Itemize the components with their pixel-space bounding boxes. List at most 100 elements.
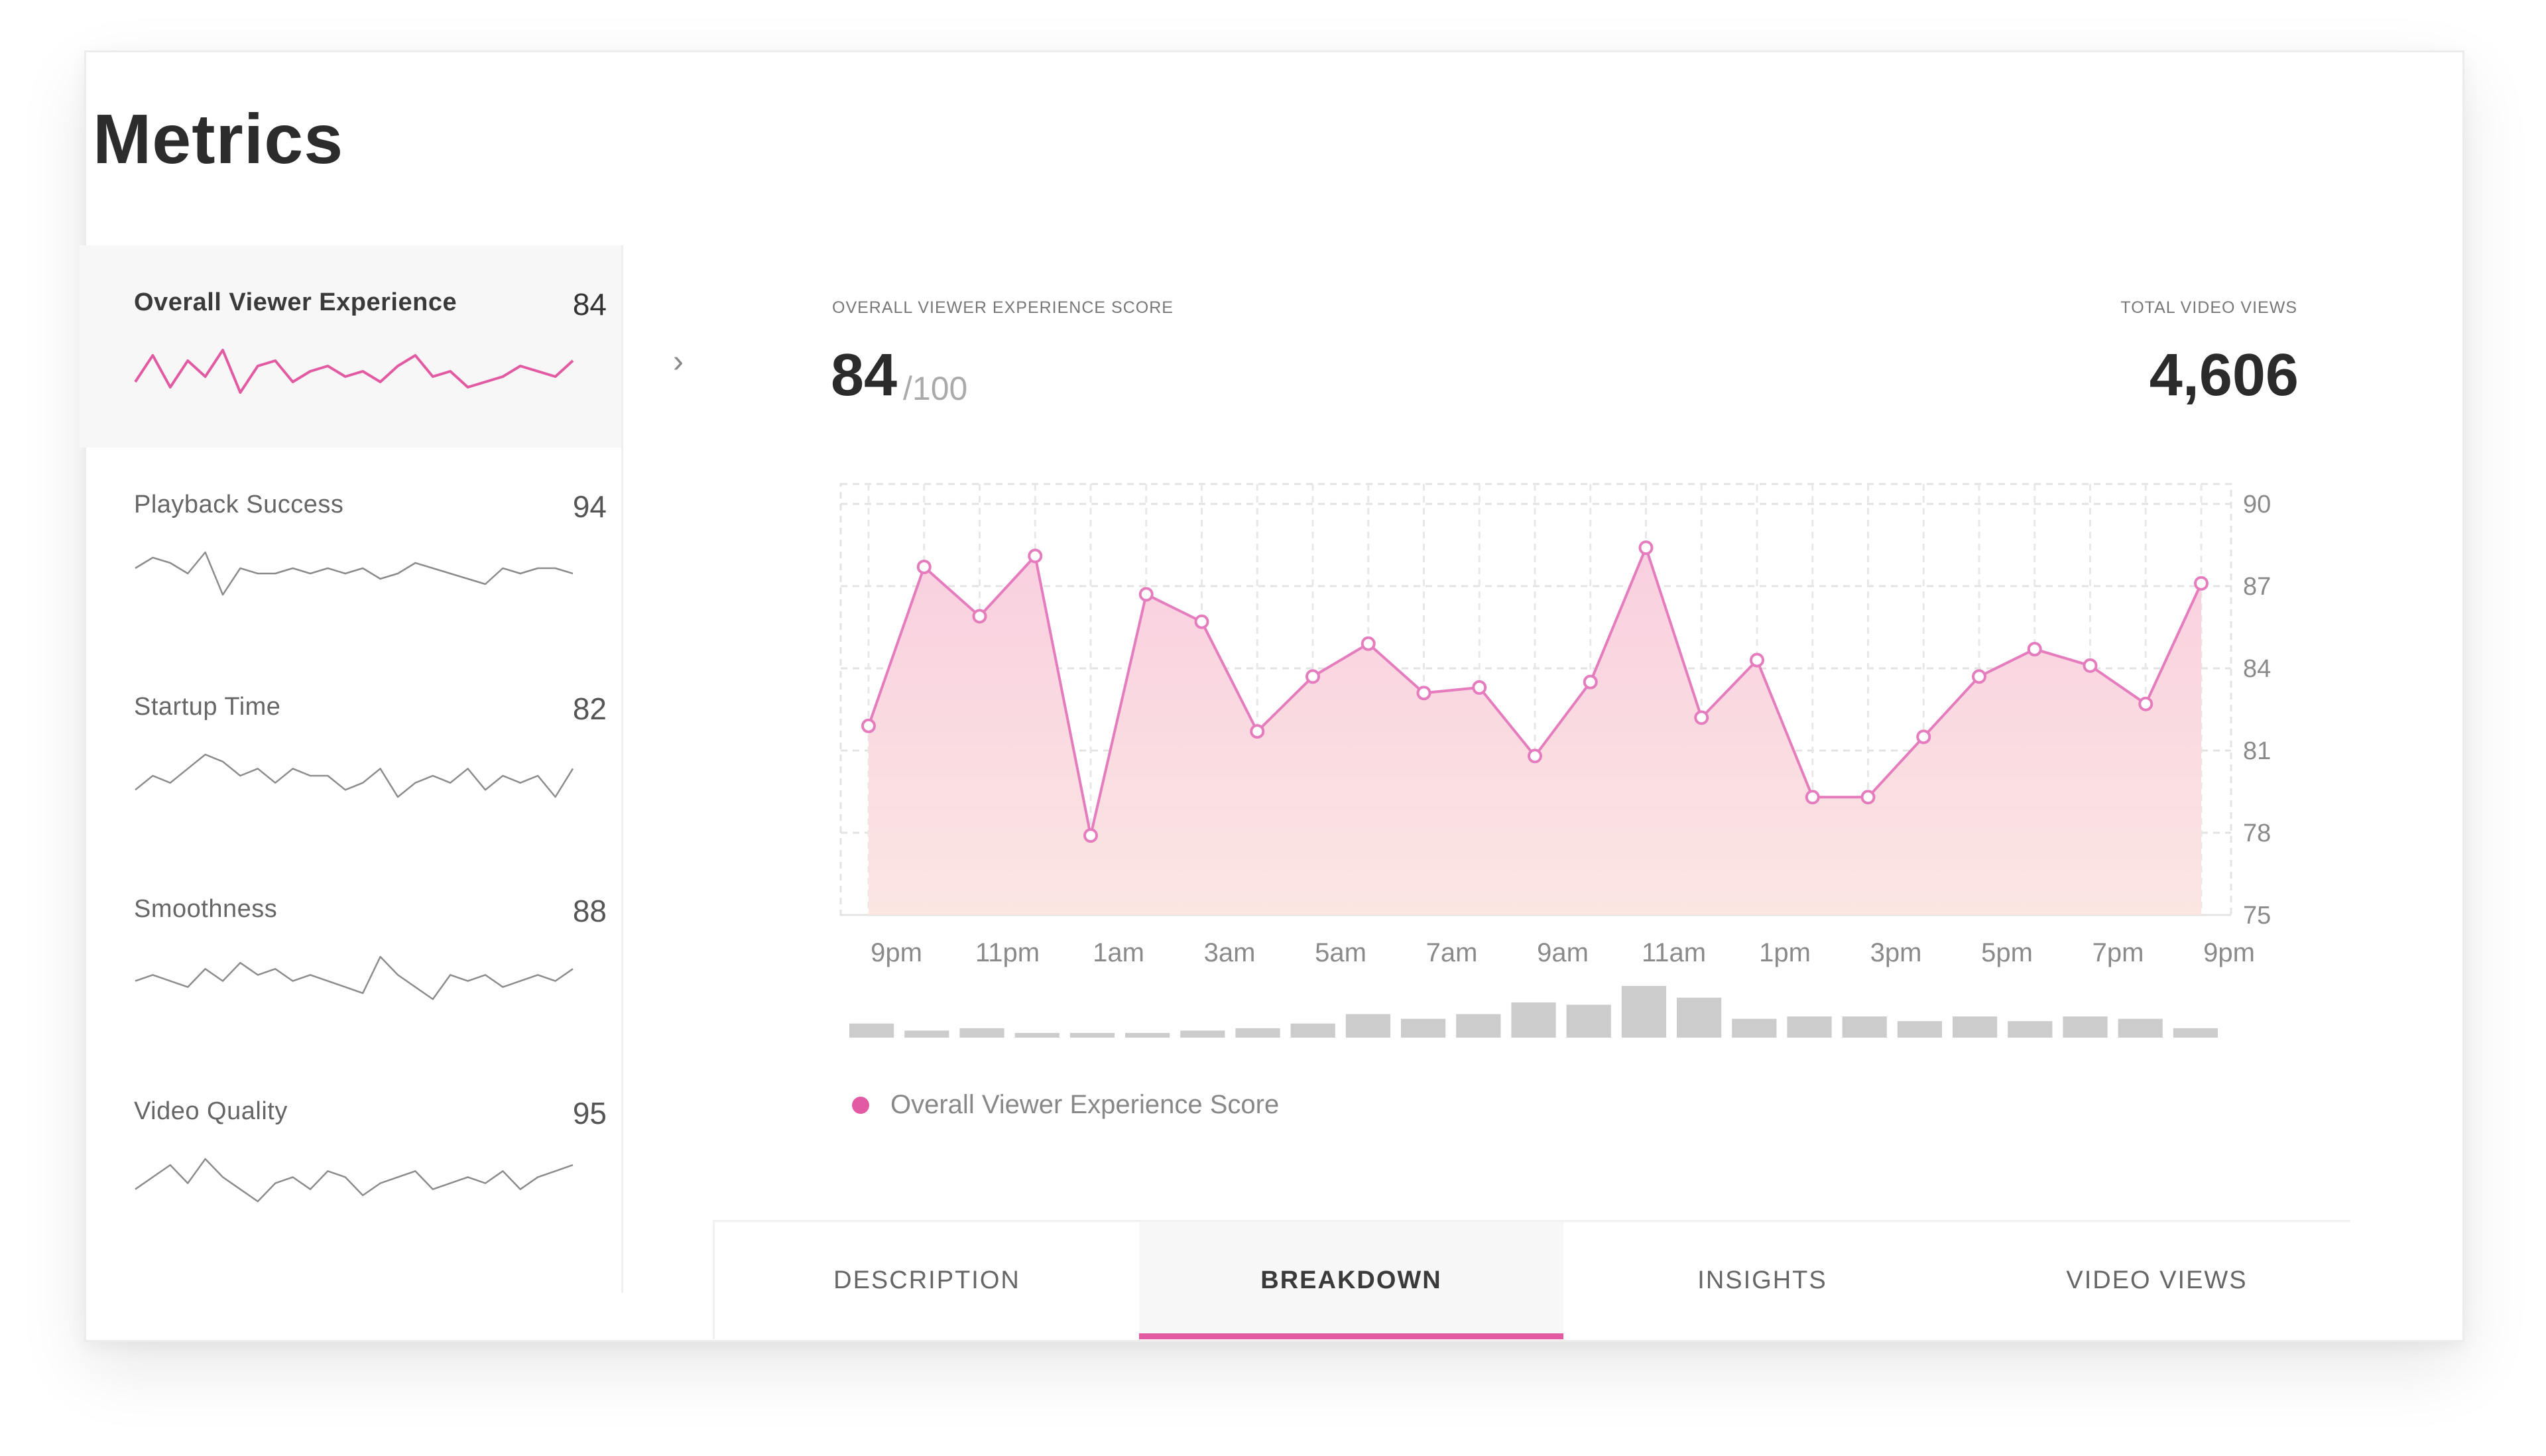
tab-breakdown[interactable]: BREAKDOWN [1139,1222,1563,1339]
metric-value: 84 [572,287,607,322]
sparkline [135,955,574,1001]
legend-label: Overall Viewer Experience Score [890,1090,1280,1119]
tab-bar: DESCRIPTION BREAKDOWN INSIGHTS VIDEO VIE… [713,1220,2350,1339]
x-tick-label: 1am [1093,938,1144,967]
sparkline [134,349,574,394]
data-point[interactable] [2138,696,2153,711]
views-bar [904,1030,949,1038]
views-bar [959,1028,1004,1038]
metric-label: Smoothness [134,895,278,923]
metric-value: 82 [572,692,607,726]
data-point[interactable] [1194,614,1209,629]
metric-item-overall-viewer-experience[interactable]: Overall Viewer Experience 84 › [80,245,684,448]
metric-value: 88 [572,894,607,928]
x-tick-label: 3pm [1870,938,1922,967]
metric-item-startup-time[interactable]: Startup Time 82 [80,650,621,852]
tab-description[interactable]: DESCRIPTION [833,1266,1020,1294]
score-denominator: /100 [903,370,968,407]
data-point[interactable] [1528,749,1542,764]
legend-dot-icon [852,1096,869,1114]
metric-label: Startup Time [134,693,281,721]
data-point[interactable] [1250,724,1265,739]
views-bar [1953,1016,1998,1038]
metric-item-smoothness[interactable]: Smoothness 88 [80,852,621,1054]
views-bar [1345,1014,1390,1038]
data-point[interactable] [1583,674,1598,690]
metric-item-playback-success[interactable]: Playback Success 94 [80,448,621,650]
metric-label: Overall Viewer Experience [134,288,457,316]
views-bar [1456,1014,1501,1038]
data-point[interactable] [1750,652,1764,668]
data-point[interactable] [861,718,876,733]
data-point[interactable] [1305,669,1320,684]
x-tick-label: 9pm [871,938,922,967]
y-tick-label: 84 [2243,655,2271,683]
series-area [869,548,2201,915]
views-bar [2008,1021,2053,1038]
sparkline-path [135,1158,574,1203]
data-point[interactable] [1860,790,1876,805]
sparkline [135,1158,574,1203]
tab-video-views[interactable]: VIDEO VIEWS [2066,1266,2248,1294]
views-bar [1732,1018,1777,1038]
views-bar [1290,1023,1335,1038]
data-point[interactable] [2027,642,2042,657]
views-bar [1180,1030,1225,1038]
views-bar [1511,1002,1556,1038]
views-bar [2063,1016,2108,1038]
data-point[interactable] [2194,576,2209,591]
data-point[interactable] [1472,680,1487,695]
views-bar [1235,1028,1280,1038]
views-bar [1069,1032,1115,1038]
data-point[interactable] [1694,710,1709,725]
score-value: 84 [831,342,898,408]
sparkline [135,753,574,798]
views-bar [1125,1032,1170,1038]
data-point[interactable] [1805,790,1820,805]
data-point[interactable] [1361,636,1376,651]
x-tick-label: 5am [1315,938,1366,967]
x-tick-label: 11pm [975,938,1040,967]
data-point[interactable] [1083,828,1098,843]
score-chart: 90 87 84 81 78 75 9pm 11pm 1am 3am 5am 7am 9am 11am 1… [839,483,2271,1038]
views-bar [1621,986,1666,1038]
data-point[interactable] [1638,540,1654,556]
metric-value: 94 [572,489,607,524]
metric-label: Video Quality [134,1097,288,1125]
views-bar [1677,997,1722,1038]
views-bar [2118,1018,2163,1038]
metric-value: 95 [572,1096,607,1130]
data-point[interactable] [1416,686,1431,701]
y-tick-label: 75 [2243,902,2271,930]
tab-insights[interactable]: INSIGHTS [1697,1266,1827,1294]
y-tick-label: 90 [2243,491,2271,518]
x-tick-label: 11am [1642,938,1706,967]
sparkline-path [135,955,574,1001]
data-point[interactable] [1028,548,1043,564]
sparkline-path [134,349,574,394]
data-point[interactable] [1138,587,1154,602]
data-point[interactable] [972,609,987,624]
y-tick-label: 78 [2243,819,2271,847]
x-tick-label: 5pm [1981,938,2033,967]
views-bar [2173,1028,2218,1038]
x-tick-label: 9pm [2203,938,2255,967]
metric-item-video-quality[interactable]: Video Quality 95 [80,1054,621,1256]
metrics-sidebar: Overall Viewer Experience 84 › Playback … [80,245,684,1293]
metric-label: Playback Success [134,491,344,518]
x-tick-label: 7am [1426,938,1478,967]
views-value: 4,606 [2149,342,2299,408]
x-tick-label: 9am [1537,938,1589,967]
data-point[interactable] [916,560,932,575]
views-bar [1787,1016,1832,1038]
data-point[interactable] [2083,658,2098,673]
sparkline-path [135,551,574,596]
sparkline [135,551,574,596]
data-point[interactable] [1916,729,1931,745]
data-point[interactable] [1972,669,1986,684]
sparkline-path [135,753,574,798]
views-caption: TOTAL VIDEO VIEWS [2120,298,2297,317]
page-title: Metrics [93,100,344,178]
y-tick-label: 81 [2243,737,2271,765]
views-bar [1842,1016,1887,1038]
